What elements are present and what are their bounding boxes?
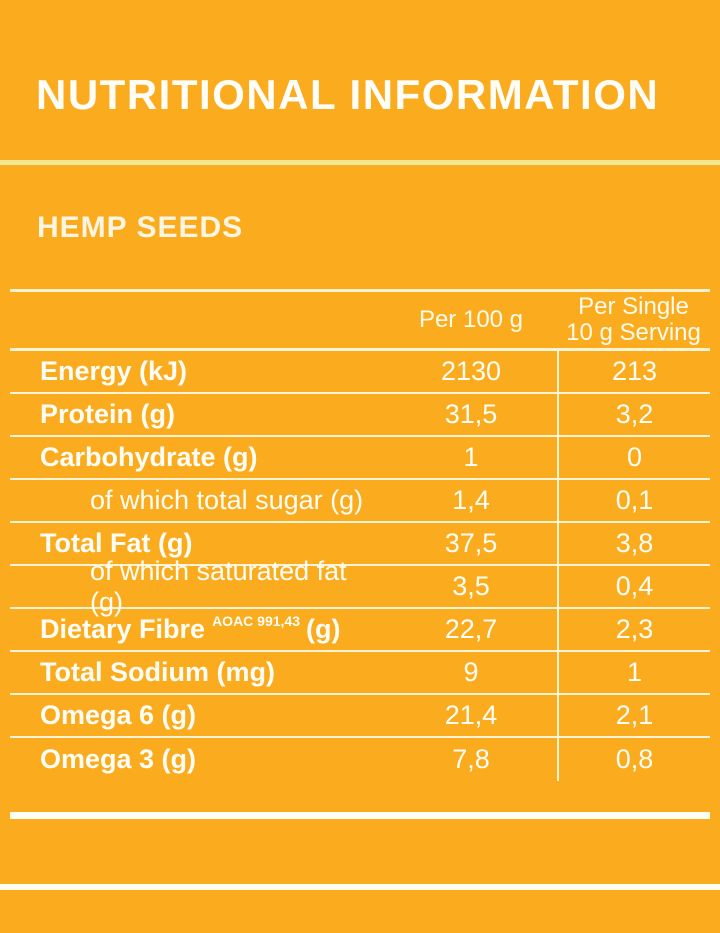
table-row: Protein (g) 31,5 3,2 (10, 394, 710, 437)
value-per-100g: 9 (463, 657, 479, 687)
nutrient-label: of which total sugar (g) (90, 485, 364, 515)
value-per-100g: 21,4 (444, 700, 498, 730)
page-title: NUTRITIONAL INFORMATION (36, 71, 660, 118)
nutrient-label-cell: Protein (g) (10, 394, 385, 435)
nutrient-label: Protein (g) (40, 399, 175, 429)
value-per-100g: 3,5 (452, 571, 490, 601)
nutrient-unit-suffix: (g) (306, 614, 341, 644)
header-per-serving: Per Single 10 g Serving (557, 292, 710, 348)
nutrient-label-cell: of which saturated fat (g) (10, 556, 385, 617)
header-per-100g: Per 100 g (385, 292, 557, 348)
value-per-serving: 3,8 (557, 523, 710, 564)
value-per-serving: 3,2 (557, 394, 710, 435)
table-bottom-thick-line (10, 812, 710, 819)
header-per-serving-line2: 10 g Serving (566, 319, 701, 346)
page-bottom-line (0, 884, 720, 890)
value-per-100g: 22,7 (444, 614, 498, 644)
value-per-100g: 7,8 (452, 744, 490, 774)
table-body: Energy (kJ) 2130 213 Protein (g) 31,5 3,… (10, 351, 710, 781)
nutrient-label: Omega 3 (g) (40, 744, 197, 774)
nutrient-label: Omega 6 (g) (40, 700, 197, 730)
value-per-serving: 2,3 (557, 609, 710, 650)
nutrient-label-cell: Total Fat (g) (10, 523, 385, 564)
table-row: Omega 3 (g) 7,8 0,8 (10, 738, 710, 781)
value-per-100g: 37,5 (444, 528, 498, 558)
nutrient-label: Total Sodium (mg) (40, 657, 275, 687)
nutrient-label-cell: of which total sugar (g) (10, 480, 385, 521)
table-row: Total Fat (g) 37,5 3,8 (10, 523, 710, 566)
product-title: HEMP SEEDS (37, 211, 244, 244)
title-divider (0, 160, 720, 165)
nutrient-label-cell: Omega 6 (g) (10, 695, 385, 736)
nutrient-label-cell: Energy (kJ) (10, 351, 385, 392)
table-row: Energy (kJ) 2130 213 (10, 351, 710, 394)
value-per-100g: 1,4 (452, 485, 490, 515)
table-row: Omega 6 (g) 21,4 2,1 (10, 695, 710, 738)
table-header-row: Per 100 g Per Single 10 g Serving (10, 292, 710, 351)
nutrient-label-cell: Carbohydrate (g) (10, 437, 385, 478)
nutrient-label-cell: Total Sodium (mg) (10, 652, 385, 693)
table-row: Dietary Fibre AOAC 991,43 (g) 22,7 2,3 (10, 609, 710, 652)
nutrient-label-cell: Omega 3 (g) (10, 738, 385, 781)
nutrient-label-cell: Dietary Fibre AOAC 991,43 (g) (10, 609, 385, 650)
value-per-serving: 0,8 (557, 738, 710, 781)
value-per-serving: 0,4 (557, 566, 710, 607)
header-per-serving-line1: Per Single (578, 293, 689, 320)
value-per-serving: 1 (557, 652, 710, 693)
nutrient-label: Total Fat (g) (40, 528, 193, 558)
header-empty-cell (10, 292, 385, 348)
nutrient-superscript: AOAC 991,43 (212, 612, 300, 629)
value-per-100g: 1 (463, 442, 479, 472)
value-per-100g: 31,5 (444, 399, 498, 429)
table-row: of which saturated fat (g) 3,5 0,4 (10, 556, 710, 617)
value-per-serving: 0 (557, 437, 710, 478)
table-row: of which total sugar (g) 1,4 0,1 (10, 480, 710, 523)
value-per-serving: 2,1 (557, 695, 710, 736)
table-row: Carbohydrate (g) 1 0 (10, 437, 710, 480)
value-per-serving: 213 (557, 351, 710, 392)
nutrient-label: Energy (kJ) (40, 356, 188, 386)
nutrition-table: Per 100 g Per Single 10 g Serving Energy… (10, 289, 710, 781)
table-row: Total Sodium (mg) 9 1 (10, 652, 710, 695)
nutrient-label: Carbohydrate (g) (40, 442, 258, 472)
value-per-serving: 0,1 (557, 480, 710, 521)
value-per-100g: 2130 (440, 356, 502, 386)
nutrient-label: of which saturated fat (g) (90, 555, 347, 617)
nutrient-label: Dietary Fibre (40, 614, 206, 644)
header-per-100g-label: Per 100 g (418, 306, 524, 333)
